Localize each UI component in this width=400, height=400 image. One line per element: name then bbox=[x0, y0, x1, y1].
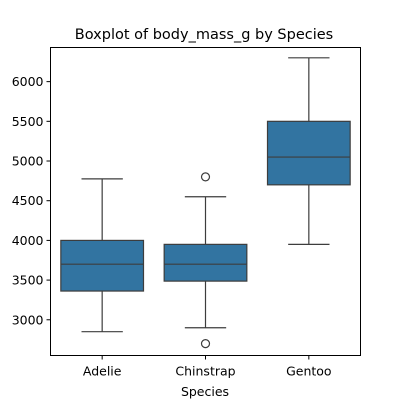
y-tick-label: 5000 bbox=[12, 154, 44, 169]
y-tick-label: 6000 bbox=[12, 74, 44, 89]
x-axis: Adelie Chinstrap Gentoo bbox=[83, 355, 332, 379]
box-iqr bbox=[163, 243, 248, 282]
box-group-adelie bbox=[60, 178, 145, 333]
x-tick-label: Adelie bbox=[83, 364, 122, 379]
y-tick-label: 3000 bbox=[12, 312, 44, 327]
y-axis: 3000 3500 4000 4500 5000 5500 6000 bbox=[12, 74, 51, 327]
box-group-chinstrap bbox=[163, 172, 248, 349]
outlier-point bbox=[200, 338, 211, 349]
plot-area bbox=[60, 57, 351, 349]
x-tick-label: Chinstrap bbox=[175, 364, 235, 379]
box-iqr bbox=[266, 120, 351, 186]
y-tick-label: 4000 bbox=[12, 233, 44, 248]
chart-title: Boxplot of body_mass_g by Species bbox=[75, 27, 333, 43]
y-tick-label: 3500 bbox=[12, 273, 44, 288]
y-tick-label: 4500 bbox=[12, 193, 44, 208]
box-group-gentoo bbox=[266, 57, 351, 245]
x-axis-label: Species bbox=[181, 384, 229, 399]
y-tick-label: 5500 bbox=[12, 114, 44, 129]
outlier-point bbox=[200, 172, 211, 182]
box-iqr bbox=[60, 239, 145, 292]
x-tick-label: Gentoo bbox=[286, 364, 332, 379]
